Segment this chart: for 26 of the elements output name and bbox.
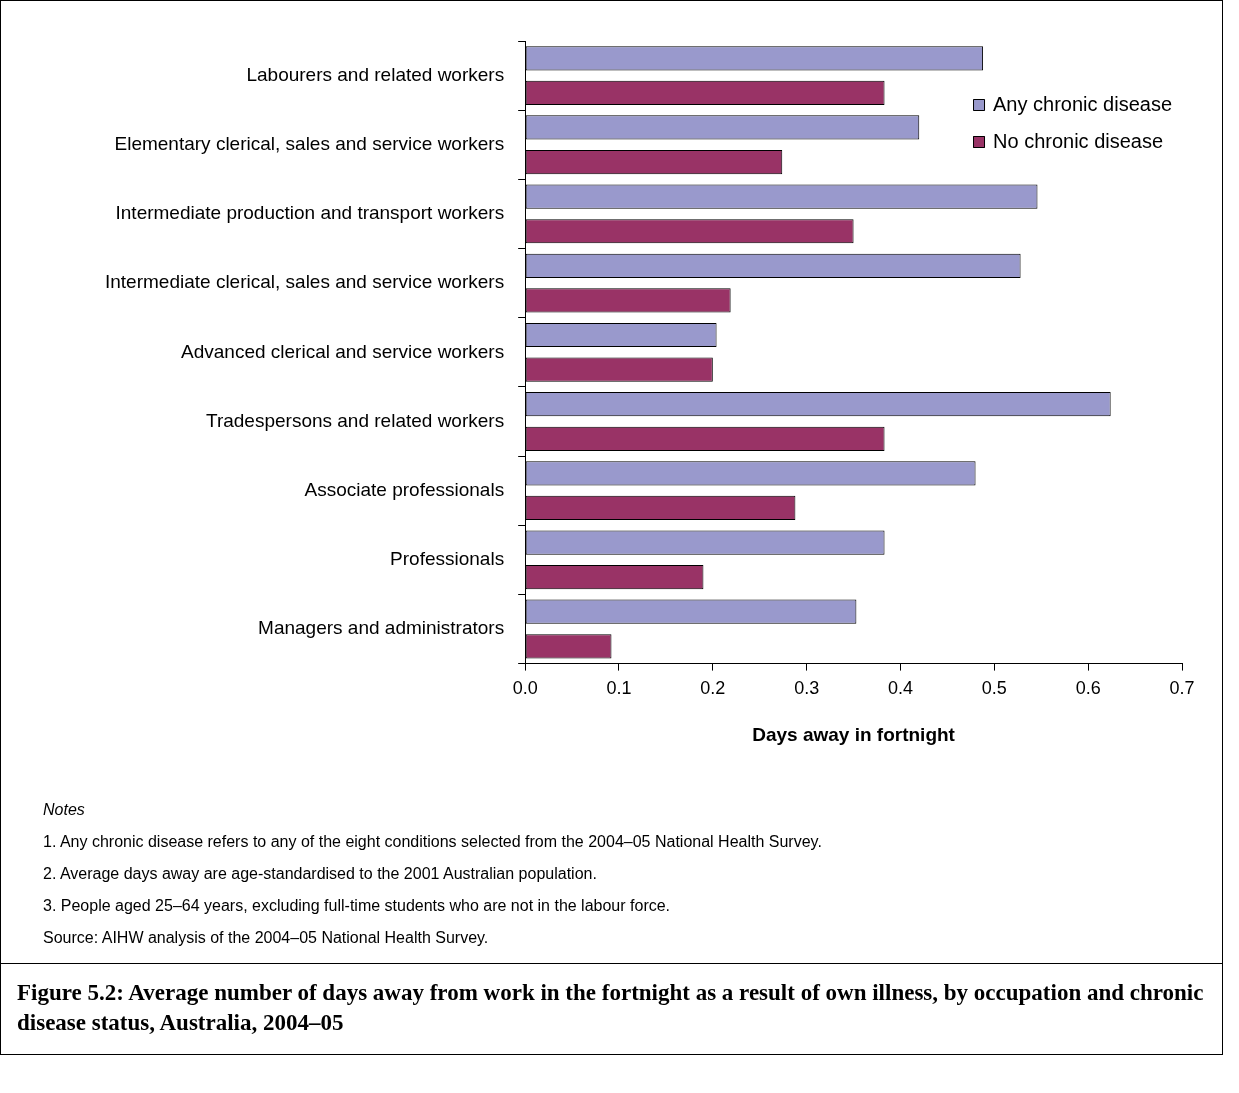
text: 2. Average days away are age-standardised to the 2001 Australian population. <box>43 865 598 883</box>
y-tick-label: Intermediate clerical, sales and service workers <box>104 271 505 293</box>
x-tick-label: 0.0 <box>512 678 538 699</box>
x-tick-label: 0.6 <box>1075 678 1101 699</box>
y-tick-label: Managers and administrators <box>258 617 505 639</box>
text: 1. Any chronic disease refers to any of the eight conditions selected from the 2004–05 National Health Survey. <box>43 833 823 851</box>
source-note: Source: AIHW analysis of the 2004–05 National Health Survey. <box>43 929 490 947</box>
x-axis-title: Days away in fortnight <box>752 723 956 745</box>
y-tick-label: Labourers and related workers <box>246 63 505 85</box>
legend-label: No chronic disease <box>993 129 1164 152</box>
y-tick-label: Professionals <box>390 548 505 570</box>
y-tick-label: Elementary clerical, sales and service workers <box>114 133 505 154</box>
y-tick-label: Intermediate production and transport workers <box>115 202 505 224</box>
y-tick-label: Associate professionals <box>304 478 505 500</box>
y-tick-label: Advanced clerical and service workers <box>181 340 505 362</box>
x-tick-label: 0.4 <box>887 678 914 699</box>
text: Figure 5.2: Average number of days away from work in the fortnight as a result of own illness, by occupation and chronic disease status, Australia, 2004–05 <box>1 963 1222 1054</box>
legend-label: Any chronic disease <box>993 92 1172 115</box>
text: 3. People aged 25–64 years, excluding full-time students who are not in the labour force. <box>43 897 672 915</box>
text: Notes <box>43 801 86 819</box>
x-tick-label: 0.1 <box>606 678 632 699</box>
x-tick-label: 0.7 <box>1169 678 1195 699</box>
x-tick-label: 0.5 <box>981 678 1007 699</box>
x-tick-label: 0.3 <box>794 678 820 699</box>
x-tick-label: 0.2 <box>700 678 726 699</box>
y-tick-label: Tradespersons and related workers <box>205 409 505 431</box>
